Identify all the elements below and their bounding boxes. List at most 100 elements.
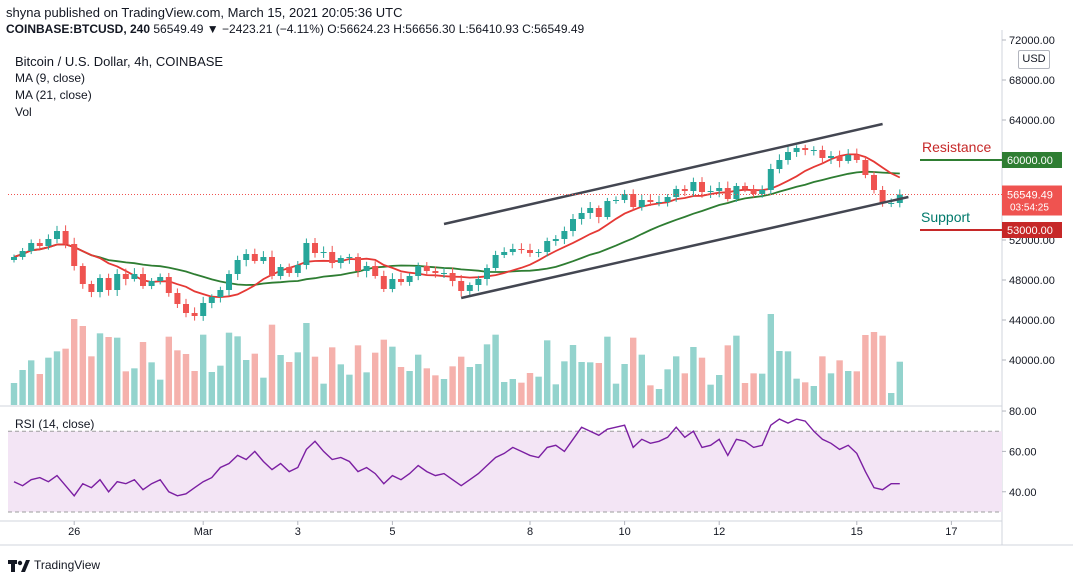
volume-bar: [165, 336, 172, 405]
candle-body: [509, 249, 516, 252]
volume-bar: [888, 393, 895, 405]
candle-body: [785, 152, 791, 160]
time-tick-label: Mar: [194, 526, 213, 538]
price-tick-label: 72000.00: [1009, 35, 1055, 47]
time-tick-label: 10: [618, 526, 630, 538]
volume-bar: [655, 389, 663, 405]
volume-bar: [380, 339, 387, 405]
time-tick-label: 15: [851, 526, 863, 538]
volume-bar: [260, 377, 267, 405]
candle-body: [45, 239, 52, 246]
volume-bar: [71, 319, 78, 405]
volume-bar: [346, 374, 353, 405]
candle-body: [432, 271, 439, 273]
volume-bar: [243, 360, 250, 405]
annotation-price-label: 60000.00: [1007, 155, 1053, 167]
volume-bar: [148, 362, 155, 405]
volume-bar: [415, 354, 422, 405]
footer-brand[interactable]: TradingView: [8, 558, 100, 572]
candle-body: [208, 297, 215, 303]
volume-bar: [217, 365, 224, 405]
volume-bar: [19, 370, 26, 405]
candle-body: [449, 273, 456, 281]
rsi-band: [8, 431, 1002, 512]
volume-bar: [698, 357, 706, 405]
volume-bar: [311, 356, 319, 405]
volume-bar: [896, 361, 903, 405]
candle-body: [19, 251, 26, 257]
volume-bar: [784, 351, 792, 405]
volume-bar: [853, 371, 860, 405]
candle-body: [131, 274, 138, 279]
open-value: O:56624.23: [327, 22, 390, 36]
rsi-tick-label: 60.00: [1009, 446, 1037, 458]
price-tick-label: 48000.00: [1009, 275, 1055, 287]
legend-ma9[interactable]: MA (9, close): [15, 71, 86, 85]
candle-body: [475, 279, 482, 285]
down-arrow-icon: ▼: [206, 22, 219, 36]
volume-bar: [518, 382, 525, 405]
bar-countdown-label: 03:54:25: [1010, 203, 1049, 214]
candle-body: [836, 156, 843, 161]
candle-body: [742, 186, 748, 189]
candle-body: [337, 258, 344, 263]
volume-bar: [509, 379, 516, 405]
candle-body: [518, 249, 525, 250]
currency-button[interactable]: USD: [1018, 50, 1050, 69]
volume-bar: [225, 332, 233, 405]
volume-bar: [53, 351, 61, 405]
low-value: L:56410.93: [458, 22, 519, 36]
candle-body: [578, 213, 585, 219]
symbol-label[interactable]: COINBASE:BTCUSD, 240: [6, 22, 151, 36]
high-value: H:56656.30: [393, 22, 456, 36]
volume-bar: [793, 378, 800, 405]
volume-bar: [810, 386, 817, 405]
candle-body: [183, 304, 189, 313]
volume-bar: [139, 342, 147, 405]
channel-upper-line[interactable]: [443, 122, 883, 226]
volume-bar: [475, 364, 482, 405]
volume-bar: [630, 337, 637, 405]
last-price-label: 56549.49: [1007, 190, 1053, 202]
candle-body: [587, 208, 594, 213]
volume-bar: [716, 375, 723, 405]
candle-body: [406, 276, 413, 282]
annotation-price-tag: [1002, 152, 1062, 168]
legend-ma21[interactable]: MA (21, close): [15, 88, 92, 102]
channel-lower-line[interactable]: [460, 195, 909, 300]
candle-body: [535, 252, 542, 253]
volume-bar: [870, 332, 878, 405]
candle-body: [527, 250, 533, 253]
candle-body: [759, 190, 766, 194]
candle-body: [604, 201, 611, 217]
candle-body: [484, 268, 490, 279]
volume-bar: [79, 326, 86, 405]
volume-bar: [466, 367, 473, 405]
candle-body: [595, 208, 602, 217]
legend-vol[interactable]: Vol: [15, 105, 32, 119]
volume-bar: [544, 340, 551, 405]
candle-body: [458, 281, 465, 291]
candle-body: [888, 203, 895, 204]
symbol-ohlc-line: COINBASE:BTCUSD, 240 56549.49 ▼ −2423.21…: [6, 22, 584, 36]
candle-body: [260, 257, 267, 261]
volume-bar: [836, 360, 843, 405]
volume-bar: [819, 356, 826, 405]
candle-body: [251, 254, 258, 261]
volume-bar: [604, 336, 611, 405]
candle-body: [105, 278, 112, 290]
volume-bar: [802, 382, 809, 405]
candle-body: [810, 150, 817, 151]
volume-bar: [587, 362, 594, 405]
candle-body: [79, 266, 86, 284]
volume-bar: [191, 371, 198, 405]
last-price-tag: [1002, 185, 1062, 216]
candle-body: [733, 186, 740, 199]
tradingview-logo-icon: [8, 560, 30, 572]
volume-bar: [62, 348, 69, 405]
volume-bar: [664, 369, 671, 405]
volume-bar: [595, 363, 602, 405]
candle-body: [647, 200, 654, 202]
candle-body: [62, 231, 69, 244]
